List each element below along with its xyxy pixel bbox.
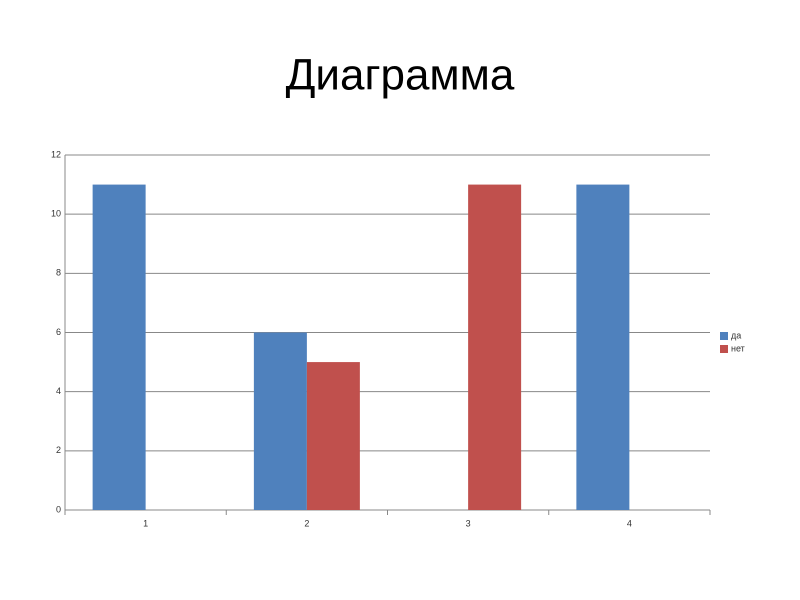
y-tick-label: 8: [56, 268, 61, 278]
x-tick-label: 4: [627, 518, 632, 528]
y-tick-label: 10: [51, 209, 61, 219]
legend-label: да: [731, 330, 741, 340]
bar: [576, 184, 630, 511]
x-tick-label: 3: [466, 518, 471, 528]
x-tick-label: 1: [143, 518, 148, 528]
y-tick-label: 2: [56, 445, 61, 455]
bar: [92, 184, 146, 511]
bar: [253, 332, 307, 510]
y-tick-label: 12: [51, 149, 61, 159]
bar: [306, 362, 360, 510]
chart-title: Диаграмма: [286, 51, 515, 100]
legend-label: нет: [731, 343, 745, 353]
legend-swatch: [720, 345, 728, 353]
y-tick-label: 6: [56, 327, 61, 337]
y-tick-label: 0: [56, 504, 61, 514]
legend-swatch: [720, 332, 728, 340]
x-tick-label: 2: [304, 518, 309, 528]
bar: [468, 184, 522, 511]
y-tick-label: 4: [56, 386, 61, 396]
